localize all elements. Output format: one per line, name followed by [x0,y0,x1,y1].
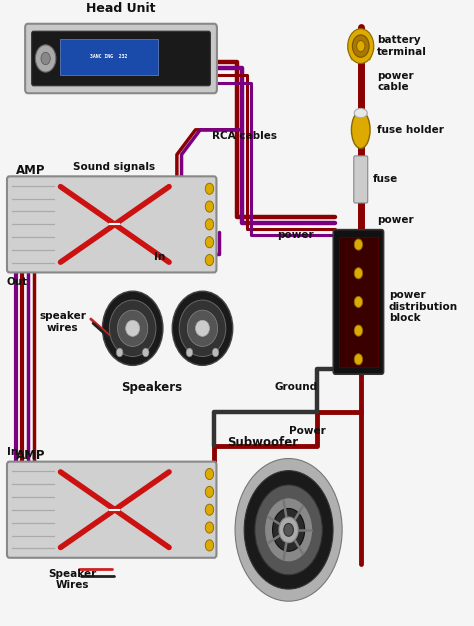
Ellipse shape [351,111,370,148]
FancyBboxPatch shape [25,24,217,93]
Text: power: power [377,215,414,225]
Circle shape [186,348,193,357]
Text: 3ANC ING  232: 3ANC ING 232 [90,54,128,59]
Circle shape [143,348,149,357]
Circle shape [352,35,369,57]
Circle shape [273,508,305,552]
Circle shape [205,201,214,212]
Circle shape [205,486,214,498]
Text: Power: Power [289,426,325,436]
Text: In: In [154,252,165,262]
Circle shape [205,183,214,194]
Text: RCA cables: RCA cables [212,131,277,141]
Ellipse shape [179,300,226,357]
Ellipse shape [118,310,148,346]
Ellipse shape [172,291,233,366]
Text: Subwoofer: Subwoofer [228,436,299,449]
Circle shape [205,468,214,480]
Ellipse shape [126,321,140,336]
Ellipse shape [195,321,210,336]
Circle shape [264,498,313,562]
Text: Ground: Ground [274,382,318,393]
FancyBboxPatch shape [354,156,368,203]
Circle shape [244,471,333,589]
Text: AMP: AMP [16,449,46,462]
Text: AMP: AMP [16,163,46,177]
Circle shape [205,255,214,265]
Circle shape [354,354,363,365]
Text: power: power [277,230,314,240]
FancyBboxPatch shape [7,177,217,272]
Circle shape [348,29,374,63]
FancyBboxPatch shape [32,31,210,86]
Circle shape [205,522,214,533]
FancyBboxPatch shape [333,230,383,374]
Circle shape [279,517,298,543]
Circle shape [205,219,214,230]
Ellipse shape [109,300,156,357]
Text: Head Unit: Head Unit [86,2,156,15]
Ellipse shape [102,291,163,366]
Circle shape [255,485,322,575]
Text: Speakers: Speakers [121,381,182,394]
FancyBboxPatch shape [7,461,217,558]
Text: Speaker
Wires: Speaker Wires [48,568,96,590]
Circle shape [205,540,214,551]
Text: speaker
wires: speaker wires [39,311,86,333]
Circle shape [354,296,363,307]
Text: power
distribution
block: power distribution block [389,290,458,323]
Text: battery
terminal: battery terminal [377,35,427,57]
Circle shape [212,348,219,357]
Text: In: In [7,448,18,458]
Circle shape [356,41,365,52]
Circle shape [205,504,214,515]
Text: Out: Out [7,277,28,287]
Circle shape [41,53,50,64]
Circle shape [284,523,293,536]
Text: fuse holder: fuse holder [377,125,444,135]
Ellipse shape [187,310,218,346]
Circle shape [354,268,363,279]
FancyBboxPatch shape [60,39,158,75]
Circle shape [205,237,214,248]
Circle shape [354,325,363,336]
Circle shape [117,348,123,357]
Text: Sound signals: Sound signals [73,162,155,172]
Ellipse shape [354,108,367,118]
Circle shape [235,458,342,601]
Circle shape [354,239,363,250]
Circle shape [36,45,56,72]
Text: power
cable: power cable [377,71,414,92]
Text: fuse: fuse [373,175,398,185]
FancyBboxPatch shape [339,237,378,367]
